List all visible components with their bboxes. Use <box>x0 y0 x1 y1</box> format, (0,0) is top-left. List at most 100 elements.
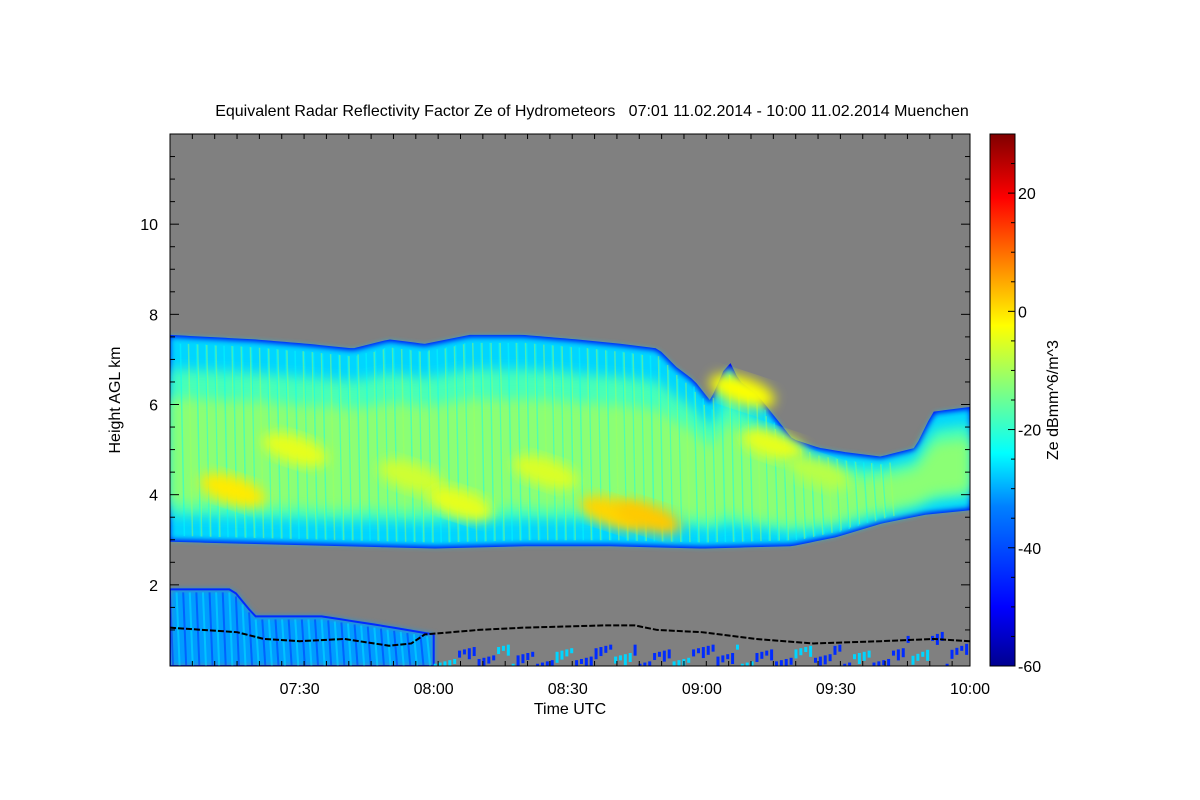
fall-streak <box>195 344 202 537</box>
low-echo-speckle <box>813 657 817 663</box>
fall-streak <box>693 386 699 543</box>
fall-streak <box>561 346 567 541</box>
colorbar-tick-label: -20 <box>1018 423 1041 440</box>
lower-echo-streak <box>327 620 333 666</box>
fall-streak <box>844 459 851 530</box>
y-tick-label: 6 <box>149 398 158 415</box>
fall-streak <box>348 356 354 541</box>
low-echo-speckle <box>657 651 661 657</box>
lower-echo-streak <box>333 621 339 666</box>
low-echo-speckle <box>711 644 715 652</box>
lower-echo-streak <box>228 592 234 666</box>
low-echo-speckle <box>687 657 691 663</box>
reflectivity-core <box>709 374 775 408</box>
fall-streak <box>498 342 504 541</box>
low-echo-speckle <box>828 654 832 662</box>
fall-streak <box>738 391 745 542</box>
low-echo-speckle <box>955 647 959 655</box>
reflectivity-core <box>615 500 681 535</box>
low-echo-speckle <box>789 657 793 665</box>
cloud-base-line <box>170 624 970 647</box>
reflectivity-core <box>199 473 266 508</box>
fall-streak <box>489 342 495 542</box>
low-echo-speckle <box>623 654 627 666</box>
low-echo-speckle <box>521 654 525 664</box>
low-echo-speckle <box>540 662 544 666</box>
low-echo-speckle <box>940 631 944 641</box>
lower-echo-streak <box>274 619 280 666</box>
low-echo-speckle <box>433 663 437 666</box>
low-echo-speckle <box>901 648 905 658</box>
colorbar-tick-label: -40 <box>1018 541 1041 558</box>
fall-streak <box>862 462 869 523</box>
fall-streak <box>552 345 558 541</box>
lower-echo-streak <box>353 624 359 666</box>
fall-streak <box>703 404 709 543</box>
fall-streak <box>569 346 575 541</box>
reflectivity-core <box>740 428 806 463</box>
lower-echo-streak <box>267 619 273 666</box>
reflectivity-core <box>427 486 494 521</box>
colorbar-tick-label: 20 <box>1018 186 1036 203</box>
low-echo-speckle <box>760 651 764 659</box>
fall-streak <box>720 386 727 543</box>
fall-streak <box>337 354 344 541</box>
low-echo-speckle <box>921 651 925 657</box>
fall-streak <box>215 345 221 538</box>
fall-streak <box>889 462 895 517</box>
low-echo-speckle <box>848 662 852 666</box>
fall-streak <box>533 343 540 541</box>
low-echo-speckle <box>501 645 505 651</box>
reflectivity-core <box>262 432 328 467</box>
fall-streak <box>729 375 736 542</box>
low-echo-speckle <box>770 649 774 661</box>
fall-streak <box>676 374 682 542</box>
fall-streak <box>373 351 379 541</box>
low-echo-speckle <box>833 645 837 655</box>
low-echo-speckle <box>701 647 705 659</box>
y-axis-title: Height AGL km <box>107 346 124 453</box>
low-echo-speckle <box>618 655 622 661</box>
lower-echo-streak <box>248 612 254 666</box>
fall-streak <box>419 351 425 543</box>
low-echo-speckle <box>867 650 871 658</box>
upper-cloud-layer <box>170 334 970 549</box>
x-tick-label: 09:00 <box>682 681 722 698</box>
fall-streak <box>418 350 424 543</box>
colorbar-gradient <box>989 133 1016 667</box>
low-echo-speckle <box>614 656 618 664</box>
fall-streak <box>392 348 399 542</box>
low-echo-speckle <box>492 655 496 661</box>
low-echo-speckle <box>838 644 842 652</box>
lower-echo-streak <box>241 604 247 666</box>
cloud-inner <box>170 397 970 526</box>
lower-echo-streak <box>208 592 214 666</box>
low-echo-speckle <box>531 651 535 657</box>
fall-streak <box>499 342 505 541</box>
fall-streak <box>214 345 220 537</box>
low-echo-speckle <box>911 655 915 665</box>
low-echo-speckle <box>458 650 462 658</box>
lower-echo-streak <box>287 619 293 666</box>
low-echo-speckle <box>511 663 515 666</box>
x-axis-title: Time UTC <box>534 701 606 718</box>
low-echo-speckle <box>926 649 930 661</box>
fall-streak <box>356 355 362 541</box>
low-echo-speckle <box>662 650 666 662</box>
fall-streak <box>258 347 265 539</box>
low-echo-speckle <box>726 654 730 660</box>
fall-streak <box>427 351 433 543</box>
lower-echo-edge <box>170 588 435 666</box>
fall-streak <box>525 343 532 541</box>
low-echo-speckle <box>950 649 954 659</box>
fall-streak <box>223 345 229 538</box>
fall-streak <box>570 347 576 541</box>
y-tick-label: 2 <box>149 578 158 595</box>
fall-streak <box>321 353 328 540</box>
plot-area <box>170 134 970 666</box>
fall-streak <box>436 349 442 543</box>
low-echo-speckle <box>960 645 964 651</box>
low-echo-speckle <box>497 647 501 655</box>
y-tick-label: 4 <box>149 488 158 505</box>
